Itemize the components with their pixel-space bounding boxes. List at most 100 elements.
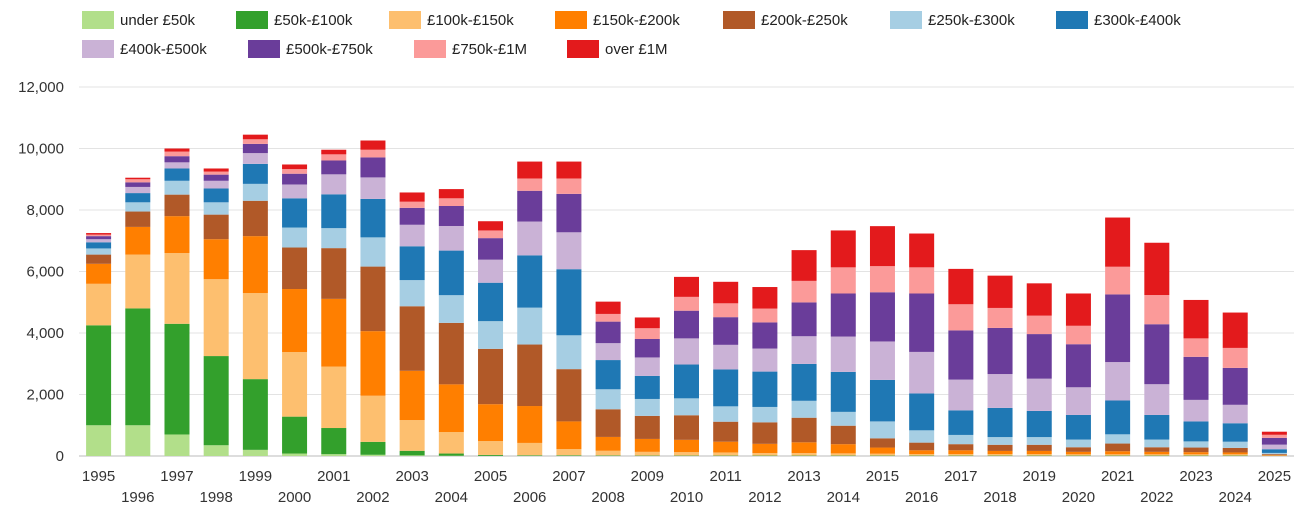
bar-segment: [909, 393, 935, 431]
bar-segment: [674, 310, 699, 339]
bar-segment: [869, 292, 895, 342]
bar-segment: [86, 233, 112, 235]
bar-segment: [752, 406, 778, 423]
bar-segment: [282, 164, 308, 170]
bar-segment: [203, 174, 229, 181]
bar-segment: [1026, 454, 1052, 456]
bar-segment: [1261, 434, 1287, 438]
bar-segment: [203, 188, 229, 203]
x-tick-label: 2000: [278, 489, 311, 506]
bar-segment: [634, 438, 660, 452]
legend-item[interactable]: £50k-£100k: [236, 11, 353, 29]
bar-segment: [282, 227, 308, 248]
bar-segment: [634, 357, 660, 376]
bar-segment: [791, 400, 817, 418]
bar-segment: [1183, 338, 1209, 357]
x-tick-label: 2016: [905, 489, 938, 506]
bar-segment: [399, 201, 425, 208]
bar-segment: [1183, 356, 1209, 400]
bar-segment: [517, 190, 543, 222]
bar-segment: [203, 239, 229, 280]
bar-segment: [869, 341, 895, 380]
bar-segment: [556, 455, 582, 456]
bar-segment: [242, 236, 268, 294]
bar-segment: [1105, 400, 1131, 435]
bar-segment: [360, 441, 386, 455]
bar-stack: [242, 134, 268, 456]
x-tick-label: 2003: [395, 468, 428, 485]
bar-segment: [909, 454, 935, 456]
x-tick-label: 2011: [710, 468, 742, 485]
bar-segment: [674, 452, 699, 456]
x-tick-label: 1999: [239, 468, 272, 485]
x-tick-label: 2012: [748, 489, 781, 506]
bar-segment: [517, 344, 543, 407]
legend-item[interactable]: £200k-£250k: [723, 11, 848, 29]
bar-segment: [282, 289, 308, 353]
bar-segment: [282, 416, 308, 454]
bar-segment: [1105, 294, 1131, 363]
bar-segment: [713, 303, 739, 318]
bar-segment: [164, 180, 190, 195]
legend-label: £200k-£250k: [761, 12, 848, 29]
bar-segment: [1026, 410, 1052, 438]
bar-segment: [242, 293, 268, 380]
bar-segment: [556, 269, 582, 336]
bar-segment: [478, 348, 504, 405]
bar-segment: [987, 307, 1013, 328]
legend-label: £150k-£200k: [593, 12, 680, 29]
bar-segment: [869, 226, 895, 267]
bar-segment: [203, 279, 229, 357]
bar-segment: [1105, 266, 1131, 295]
bar-segment: [1105, 362, 1131, 401]
bar-segment: [517, 255, 543, 308]
bar-segment: [869, 266, 895, 293]
bar-segment: [321, 160, 347, 175]
bar-segment: [869, 379, 895, 422]
bar-segment: [164, 162, 190, 169]
bar-segment: [1222, 447, 1248, 453]
bar-segment: [987, 454, 1013, 456]
bar-segment: [909, 442, 935, 451]
bar-segment: [125, 182, 151, 187]
bar-segment: [830, 267, 856, 294]
bar-segment: [595, 313, 621, 322]
bar-segment: [909, 267, 935, 294]
bar-segment: [164, 434, 190, 456]
bar-segment: [713, 441, 739, 453]
legend-item[interactable]: £250k-£300k: [890, 11, 1015, 29]
bar-segment: [164, 156, 190, 163]
bar-segment: [1144, 414, 1170, 440]
bar-segment: [791, 363, 817, 401]
bar-segment: [1026, 315, 1052, 335]
bar-segment: [1105, 434, 1131, 444]
bar-segment: [125, 202, 151, 212]
x-tick-label: 2018: [983, 489, 1016, 506]
bar-segment: [321, 149, 347, 155]
bar-segment: [399, 280, 425, 307]
bar-segment: [909, 450, 935, 455]
bar-segment: [1261, 449, 1287, 453]
bar-segment: [1026, 437, 1052, 445]
bar-segment: [1261, 452, 1287, 455]
bar-segment: [242, 379, 268, 450]
bar-segment: [1183, 421, 1209, 442]
bar-segment: [478, 282, 504, 322]
bar-segment: [674, 439, 699, 453]
legend-swatch: [248, 40, 280, 58]
legend-item[interactable]: £100k-£150k: [389, 11, 514, 29]
legend-item[interactable]: £750k-£1M: [414, 40, 527, 58]
legend-item[interactable]: over £1M: [567, 40, 668, 58]
legend-item[interactable]: £400k-£500k: [82, 40, 207, 58]
bar-segment: [948, 450, 974, 455]
legend-item[interactable]: £300k-£400k: [1056, 11, 1181, 29]
bar-segment: [830, 230, 856, 268]
bar-segment: [987, 444, 1013, 451]
bar-segment: [1065, 387, 1091, 415]
bar-segment: [1222, 312, 1248, 348]
bar-segment: [125, 254, 151, 309]
legend-item[interactable]: under £50k: [82, 11, 196, 29]
legend-item[interactable]: £500k-£750k: [248, 40, 373, 58]
legend-item[interactable]: £150k-£200k: [555, 11, 680, 29]
bar-segment: [517, 307, 543, 345]
